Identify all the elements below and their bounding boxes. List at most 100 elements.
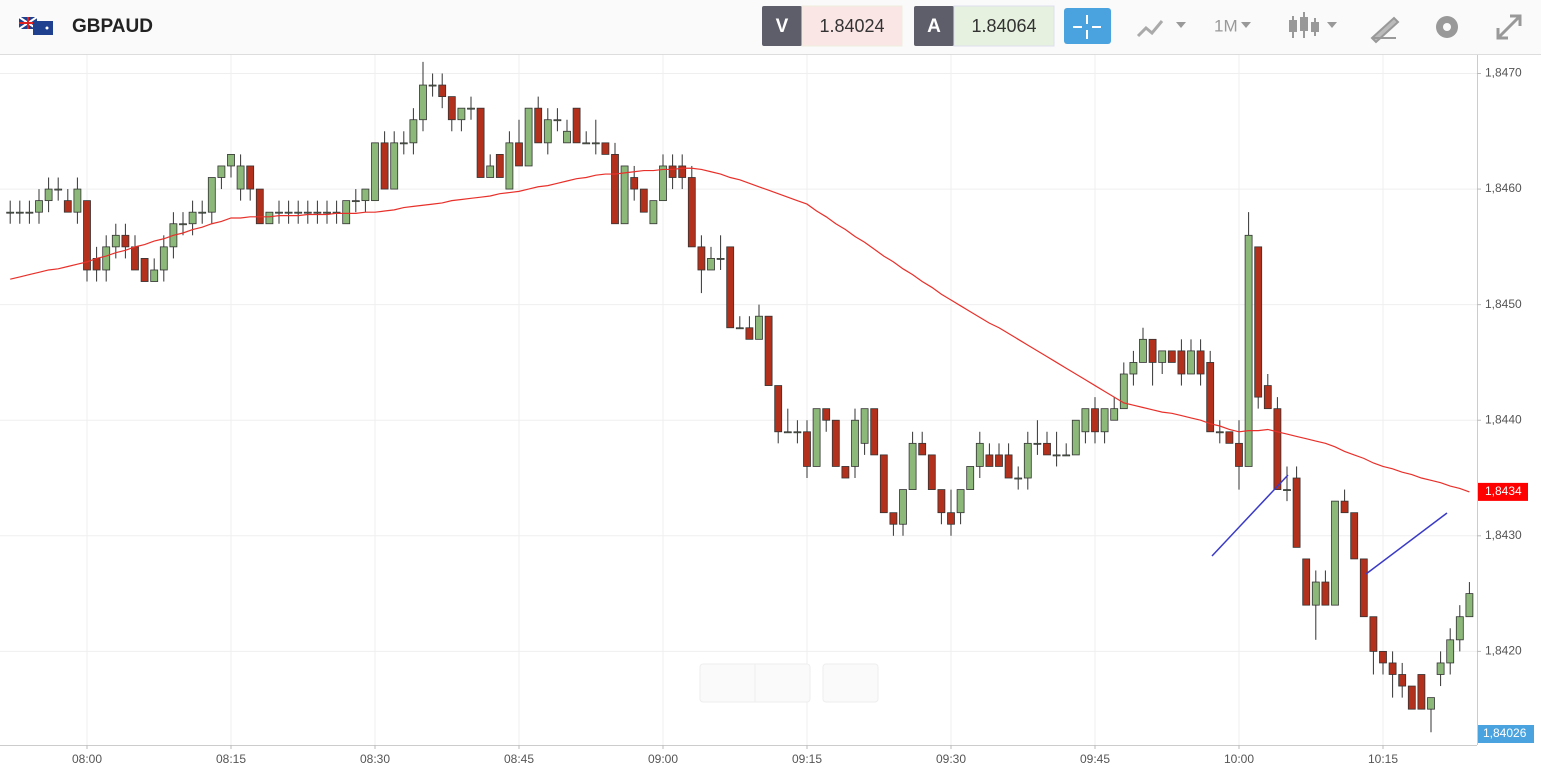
x-tick-label: 09:30 bbox=[936, 752, 966, 766]
candle-body bbox=[371, 142, 379, 202]
candle-body bbox=[380, 142, 389, 190]
candle-body bbox=[803, 431, 811, 467]
candle-body bbox=[995, 454, 1003, 467]
candle-body bbox=[1148, 338, 1157, 363]
draw-icon[interactable] bbox=[1370, 16, 1400, 44]
candle-body bbox=[630, 177, 639, 190]
candle-body bbox=[543, 119, 552, 144]
candle-body bbox=[351, 200, 360, 203]
crosshair-button[interactable] bbox=[1064, 8, 1111, 44]
candle-body bbox=[323, 211, 331, 214]
candle-body bbox=[793, 431, 802, 434]
candles-icon-body bbox=[1311, 22, 1319, 32]
x-tick-label: 10:00 bbox=[1224, 752, 1254, 766]
fullscreen-icon[interactable] bbox=[1496, 14, 1522, 40]
candle-body bbox=[1446, 639, 1455, 664]
plot: 1,8420 1,8430 1,8440 1,8450 1,8460 1,8470 08:0… bbox=[0, 55, 1534, 766]
chart-type-icon[interactable] bbox=[1136, 20, 1164, 38]
candle-body bbox=[467, 107, 475, 110]
candle-body bbox=[1100, 408, 1109, 433]
candle-body bbox=[1215, 431, 1224, 434]
candle-body bbox=[515, 142, 523, 167]
candle-body bbox=[1436, 662, 1445, 675]
candle-body bbox=[966, 466, 975, 490]
line-tag bbox=[1478, 482, 1528, 501]
candle-body bbox=[6, 211, 15, 214]
candle-body bbox=[303, 211, 312, 214]
candle-body bbox=[697, 246, 706, 271]
candle-body bbox=[1321, 581, 1330, 606]
y-tick-label: 1,8470 bbox=[1485, 66, 1522, 80]
candle-body bbox=[1081, 408, 1090, 433]
candle-body bbox=[399, 142, 408, 145]
x-tick-label: 09:00 bbox=[648, 752, 678, 766]
candle-body bbox=[735, 327, 744, 330]
bid-button[interactable] bbox=[762, 6, 802, 46]
candle-body bbox=[476, 107, 485, 178]
candle-body bbox=[1427, 697, 1435, 710]
candle-body bbox=[889, 512, 898, 525]
candle-body bbox=[1129, 362, 1138, 375]
candle-body bbox=[121, 234, 130, 248]
candle-body bbox=[1359, 558, 1368, 618]
candle-body bbox=[1254, 246, 1263, 398]
candle-body bbox=[1110, 408, 1119, 421]
timeframe[interactable]: 1M bbox=[1214, 16, 1238, 35]
candle-body bbox=[1273, 408, 1282, 490]
candle-body bbox=[1052, 454, 1061, 457]
candle-body bbox=[1302, 558, 1311, 606]
candle-body bbox=[1407, 685, 1416, 710]
candle-body bbox=[1062, 454, 1071, 457]
x-tick-label: 09:15 bbox=[792, 752, 822, 766]
candle-body bbox=[726, 246, 735, 329]
candle-body bbox=[54, 188, 63, 191]
ask-button[interactable] bbox=[914, 6, 954, 46]
candle-body bbox=[1283, 489, 1291, 491]
candle-body bbox=[639, 188, 648, 213]
candle-body bbox=[937, 489, 946, 514]
x-tick-label: 09:45 bbox=[1080, 752, 1110, 766]
candle-body bbox=[255, 188, 264, 225]
candle-body bbox=[1187, 350, 1195, 375]
ask-letter[interactable]: A bbox=[927, 16, 941, 37]
candle-body bbox=[783, 431, 792, 434]
reset-button[interactable] bbox=[822, 663, 879, 703]
trend-line[interactable] bbox=[1365, 512, 1448, 575]
candle-body bbox=[1417, 674, 1426, 710]
candle-body bbox=[1369, 616, 1378, 652]
candle-body bbox=[457, 107, 466, 121]
ask-box[interactable] bbox=[953, 5, 1055, 47]
settings-icon-hole bbox=[1443, 23, 1451, 31]
candle-body bbox=[150, 269, 159, 282]
candle-body bbox=[534, 107, 543, 144]
bid-price[interactable]: 1.84024 bbox=[819, 16, 884, 36]
candle-body bbox=[1023, 442, 1032, 479]
candle-body bbox=[1004, 454, 1013, 479]
candle-body bbox=[63, 200, 72, 213]
candle-body bbox=[841, 466, 850, 479]
x-tick-label: 08:00 bbox=[72, 752, 102, 766]
ask-price[interactable]: 1.84064 bbox=[971, 16, 1036, 36]
candles-icon-body bbox=[1300, 17, 1308, 31]
last-price-tag bbox=[1478, 725, 1534, 743]
candle-body bbox=[1292, 477, 1301, 548]
candle-body bbox=[1244, 234, 1253, 467]
candle-body bbox=[851, 419, 859, 467]
dropdown-arrow bbox=[1176, 22, 1186, 28]
flag bbox=[18, 16, 53, 35]
bid-box[interactable] bbox=[801, 5, 903, 47]
bid-letter[interactable]: V bbox=[776, 16, 789, 37]
candle-body bbox=[15, 211, 24, 214]
candle-body bbox=[438, 84, 447, 98]
candle-body bbox=[812, 408, 821, 467]
line-tag-label: 1,8434 bbox=[1485, 484, 1522, 498]
candle-body bbox=[553, 119, 562, 122]
y-tick-label: 1,8460 bbox=[1485, 181, 1522, 195]
candle-body bbox=[620, 165, 629, 225]
trend-line[interactable] bbox=[1211, 474, 1289, 557]
candle-body bbox=[774, 385, 783, 433]
candle-body bbox=[313, 211, 322, 214]
candle-body bbox=[246, 165, 255, 190]
candle-body bbox=[236, 165, 245, 190]
candle-body bbox=[1388, 662, 1397, 675]
